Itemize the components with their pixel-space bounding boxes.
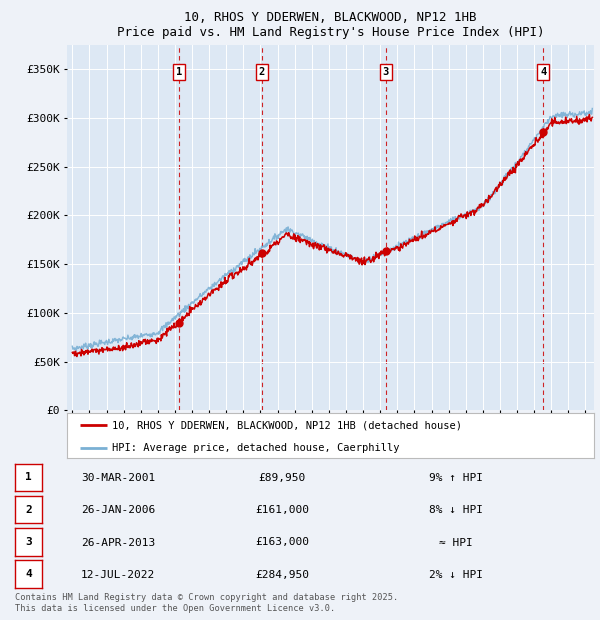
Text: 2% ↓ HPI: 2% ↓ HPI (429, 570, 483, 580)
Text: 26-JAN-2006: 26-JAN-2006 (81, 505, 155, 515)
Text: HPI: Average price, detached house, Caerphilly: HPI: Average price, detached house, Caer… (112, 443, 400, 453)
Text: 2: 2 (259, 67, 265, 77)
Text: 3: 3 (383, 67, 389, 77)
Text: £161,000: £161,000 (255, 505, 309, 515)
Text: £89,950: £89,950 (259, 473, 305, 483)
Text: 30-MAR-2001: 30-MAR-2001 (81, 473, 155, 483)
Text: 8% ↓ HPI: 8% ↓ HPI (429, 505, 483, 515)
Text: £163,000: £163,000 (255, 538, 309, 547)
Text: £284,950: £284,950 (255, 570, 309, 580)
Text: Contains HM Land Registry data © Crown copyright and database right 2025.
This d: Contains HM Land Registry data © Crown c… (15, 593, 398, 613)
Text: 4: 4 (25, 569, 32, 579)
Text: 1: 1 (176, 67, 182, 77)
Text: 26-APR-2013: 26-APR-2013 (81, 538, 155, 547)
Text: 3: 3 (25, 537, 32, 547)
Text: 10, RHOS Y DDERWEN, BLACKWOOD, NP12 1HB (detached house): 10, RHOS Y DDERWEN, BLACKWOOD, NP12 1HB … (112, 420, 462, 430)
Text: 9% ↑ HPI: 9% ↑ HPI (429, 473, 483, 483)
Text: 1: 1 (25, 472, 32, 482)
Title: 10, RHOS Y DDERWEN, BLACKWOOD, NP12 1HB
Price paid vs. HM Land Registry's House : 10, RHOS Y DDERWEN, BLACKWOOD, NP12 1HB … (117, 11, 544, 39)
Text: 4: 4 (540, 67, 547, 77)
Text: 12-JUL-2022: 12-JUL-2022 (81, 570, 155, 580)
Text: 2: 2 (25, 505, 32, 515)
Text: ≈ HPI: ≈ HPI (439, 538, 473, 547)
